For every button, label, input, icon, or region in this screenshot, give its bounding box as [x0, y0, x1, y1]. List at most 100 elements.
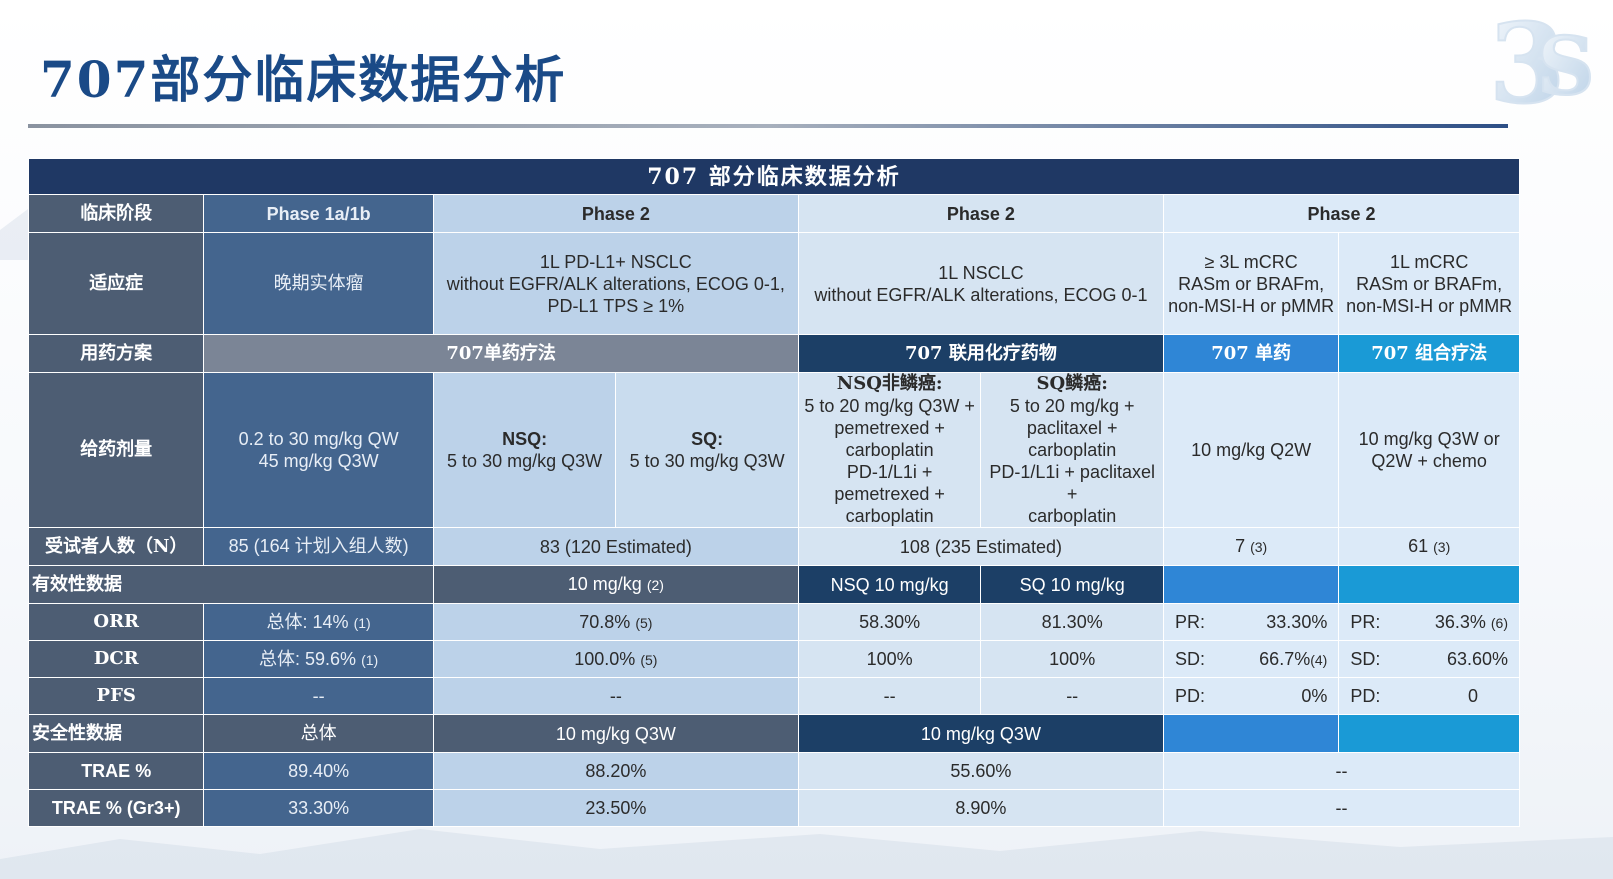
phase2b-indication: 1L NSCLC without EGFR/ALK alterations, E… [797, 232, 1164, 335]
phase-row: 临床阶段 Phase 1a/1b Phase 2 Phase 2 Phase 2 [27, 194, 1521, 233]
dose-line: + [1066, 484, 1078, 504]
dcr-value: 100.0% [574, 648, 636, 669]
metric-key: PD: [1350, 686, 1381, 706]
row-label-indication: 适应症 [27, 232, 205, 335]
indication-line: 1L NSCLC [938, 262, 1024, 283]
phase2a-indication: 1L PD-L1+ NSCLC without EGFR/ALK alterat… [432, 232, 799, 335]
orr-value: : 14% [302, 611, 349, 632]
phase1-dose: 0.2 to 30 mg/kg QW 45 mg/kg Q3W [203, 372, 434, 528]
metric-value: 63.60% [1446, 649, 1508, 669]
dose-line: carboplatin [1028, 506, 1117, 526]
dose-line: 0.2 to 30 mg/kg QW [238, 429, 399, 449]
crc2-pfs: PD: 0 [1338, 677, 1520, 715]
phase1-indication: 晚期实体瘤 [203, 232, 434, 335]
clinical-data-table: 707 部分临床数据分析 临床阶段 Phase 1a/1b Phase 2 Ph… [27, 158, 1521, 827]
dcr-row: DCR 总体: 59.6% (1) 100.0% (5) 100% 100% S… [27, 640, 1520, 678]
nsq-combo-title: NSQ非鳞癌: [836, 373, 943, 395]
phase2b-trae-gr3: 8.90% [797, 789, 1164, 827]
dose-line: pemetrexed + [834, 484, 945, 504]
crc2-orr: PR: 36.3% (6) [1338, 603, 1520, 641]
combo-chemo-regimen: 707 联用化疗药物 [797, 334, 1164, 373]
efficacy-crc1-empty [1162, 565, 1340, 604]
row-label-orr: ORR [27, 603, 205, 641]
phase1-dcr: 总体: 59.6% (1) [203, 640, 434, 678]
phase1-trae-gr3: 33.30% [203, 789, 434, 827]
sq-dose: SQ: 5 to 30 mg/kg Q3W [615, 372, 799, 528]
row-label-dcr: DCR [27, 640, 205, 678]
dose-line: carboplatin [845, 440, 934, 460]
nsq-orr: 58.30% [797, 603, 982, 641]
safety-crc2-empty [1338, 714, 1520, 753]
crc2-dcr: SD: 63.60% [1338, 640, 1520, 678]
sq-dose-title: SQ: [691, 429, 724, 449]
reference-marker: (5) [640, 651, 658, 668]
safety-phase2b: 10 mg/kg Q3W [797, 714, 1164, 753]
row-label-dose: 给药剂量 [27, 372, 205, 528]
svg-text:S: S [1537, 19, 1595, 113]
reference-marker: (3) [1250, 539, 1268, 555]
mountain-bottom-decoration-icon [0, 829, 1613, 879]
crc1-subjects: 7 (3) [1162, 527, 1340, 566]
safety-label: 安全性数据 [27, 714, 205, 753]
reference-marker: (1) [361, 651, 379, 668]
mono-regimen: 707单药疗法 [203, 334, 799, 373]
dose-line: 5 to 20 mg/kg Q3W + [804, 396, 975, 416]
subjects-row: 受试者人数（N） 85 (164 计划入组人数) 83 (120 Estimat… [27, 527, 1520, 566]
sq-orr: 81.30% [980, 603, 1164, 641]
phase1-pfs: -- [203, 677, 434, 715]
crc-mono-regimen: 707 单药 [1162, 334, 1340, 373]
pfs-row: PFS -- -- -- -- PD: 0% PD: 0 [27, 677, 1520, 715]
dose-line: pemetrexed + [834, 418, 945, 438]
metric-value: 36.3% [1434, 611, 1486, 632]
crc-combo-regimen: 707 组合疗法 [1338, 334, 1520, 373]
subjects-value: 7 [1235, 536, 1246, 556]
metric-value: 66.7% [1259, 648, 1311, 669]
indication-line: 1L PD-L1+ NSCLC [539, 251, 692, 272]
crc1-orr: PR: 33.30% [1162, 603, 1340, 641]
row-label-subjects: 受试者人数（N） [27, 527, 205, 566]
dcr-value: : 59.6% [295, 648, 357, 669]
nsq-dose: NSQ: 5 to 30 mg/kg Q3W [432, 372, 617, 528]
dose-line: PD-1/L1i + paclitaxel [989, 462, 1155, 482]
dose-row: 给药剂量 0.2 to 30 mg/kg QW 45 mg/kg Q3W NSQ… [27, 372, 1520, 528]
phase2b-cell: Phase 2 [797, 194, 1164, 233]
sq-combo-dose: SQ鳞癌: 5 to 20 mg/kg + paclitaxel + carbo… [980, 372, 1164, 528]
phase2a-dcr: 100.0% (5) [432, 640, 799, 678]
nsq-dose-title: NSQ: [502, 429, 548, 449]
reference-marker: (2) [646, 577, 664, 593]
dose-line: carboplatin [845, 506, 934, 526]
crc2-dose: 10 mg/kg Q3W or Q2W + chemo [1338, 372, 1520, 528]
indication-line: 1L mCRC [1389, 251, 1469, 272]
efficacy-sq-dose: SQ 10 mg/kg [980, 565, 1164, 604]
dose-line: paclitaxel + [1026, 418, 1118, 438]
phase2a-trae: 88.20% [432, 752, 799, 790]
safety-header-row: 安全性数据 总体 10 mg/kg Q3W 10 mg/kg Q3W [27, 714, 1520, 753]
indication-line: non-MSI-H or pMMR [1168, 295, 1335, 316]
overall-label: 总体 [259, 648, 296, 670]
sq-pfs: -- [980, 677, 1164, 715]
phase2c-cell: Phase 2 [1162, 194, 1521, 233]
phase2a-pfs: -- [432, 677, 799, 715]
crc2-indication: 1L mCRC RASm or BRAFm, non-MSI-H or pMMR [1338, 232, 1520, 335]
safety-phase2a: 10 mg/kg Q3W [432, 714, 799, 753]
efficacy-nsq-dose: NSQ 10 mg/kg [797, 565, 982, 604]
sq-combo-title: SQ鳞癌: [1036, 373, 1108, 395]
reference-marker: (1) [353, 614, 371, 631]
title-rule [28, 124, 1508, 128]
subjects-note: 计划入组人数 [294, 536, 403, 557]
phase2a-trae-gr3: 23.50% [432, 789, 799, 827]
reference-marker: (6) [1490, 614, 1508, 631]
phase2a-cell: Phase 2 [432, 194, 799, 233]
phase1-subjects: 85 (164 计划入组人数) [203, 527, 434, 566]
crc1-indication: ≥ 3L mCRC RASm or BRAFm, non-MSI-H or pM… [1162, 232, 1340, 335]
sq-dose-value: 5 to 30 mg/kg Q3W [629, 451, 785, 471]
dose-line: 10 mg/kg Q3W or [1358, 429, 1500, 449]
indication-line: ≥ 3L mCRC [1204, 251, 1298, 272]
phase2b-trae: 55.60% [797, 752, 1164, 790]
efficacy-crc2-empty [1338, 565, 1520, 604]
metric-value: 0% [1301, 686, 1328, 706]
reference-marker: (5) [635, 614, 653, 631]
phase2a-orr: 70.8% (5) [432, 603, 799, 641]
reference-marker: (3) [1433, 539, 1451, 555]
dose-line: Q2W + chemo [1371, 451, 1487, 471]
